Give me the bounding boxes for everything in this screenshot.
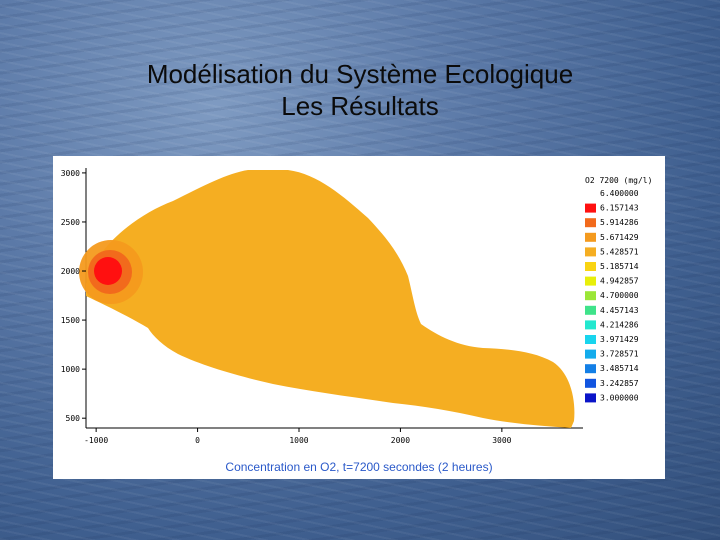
- legend-label: 4.214286: [600, 320, 639, 329]
- legend-swatch: [585, 335, 596, 344]
- legend-swatch: [585, 305, 596, 315]
- y-tick-label: 3000: [61, 169, 80, 178]
- legend-swatch: [585, 320, 596, 330]
- legend-label: 3.000000: [600, 393, 639, 402]
- legend-title: O2 7200 (mg/l): [585, 176, 652, 185]
- chart-panel: 3000 2500 2000 1500 1000 500 -1000 0 1000 2000 30…: [53, 156, 665, 479]
- slide-title-line-1: Modélisation du Système Ecologique: [146, 59, 574, 89]
- legend-label: 5.671429: [600, 233, 639, 242]
- x-tick-label: 2000: [391, 436, 410, 445]
- chart-caption: Concentration en O2, t=7200 secondes (2 …: [225, 460, 493, 474]
- legend-swatch: [585, 247, 596, 257]
- legend-label: 5.185714: [600, 262, 639, 271]
- legend-label: 4.700000: [600, 291, 639, 300]
- legend-swatch: [585, 203, 596, 213]
- legend-swatch: [585, 364, 596, 374]
- legend-label: 3.971429: [600, 335, 639, 344]
- x-tick-label: 0: [195, 436, 200, 445]
- legend-label: 3.728571: [600, 350, 639, 359]
- y-tick-label: 2500: [61, 218, 80, 227]
- legend-swatch: [585, 218, 596, 228]
- legend-swatch: [585, 262, 596, 271]
- x-tick-label: 1000: [289, 436, 308, 445]
- legend-label: 3.485714: [600, 364, 639, 373]
- legend-label: 4.457143: [600, 306, 639, 315]
- legend-label: 5.914286: [600, 218, 639, 227]
- legend-swatch: [585, 232, 596, 242]
- slide-title: Modélisation du Système Ecologique Les R…: [0, 58, 720, 122]
- x-tick-label: 3000: [492, 436, 511, 445]
- y-tick-label: 1000: [61, 365, 80, 374]
- y-tick-label: 1500: [61, 316, 80, 325]
- hotspot-core: [94, 257, 122, 285]
- y-tick-label: 500: [66, 414, 81, 423]
- legend-label: 5.428571: [600, 247, 639, 256]
- domain-area: [86, 170, 575, 428]
- legend-label: 3.242857: [600, 379, 639, 388]
- x-tick-label: -1000: [84, 436, 108, 445]
- legend-swatch: [585, 393, 596, 403]
- legend-swatch: [585, 276, 596, 286]
- legend-label: 4.942857: [600, 277, 639, 286]
- legend-swatch: [585, 378, 596, 388]
- concentration-heatmap: 3000 2500 2000 1500 1000 500 -1000 0 1000 2000 30…: [61, 168, 652, 445]
- y-tick-label: 2000: [61, 267, 80, 276]
- slide-title-line-2: Les Résultats: [281, 91, 439, 121]
- legend-label: 6.400000: [600, 189, 639, 198]
- legend-swatch: [585, 349, 596, 359]
- legend-swatch: [585, 291, 596, 301]
- legend-label: 6.157143: [600, 204, 639, 213]
